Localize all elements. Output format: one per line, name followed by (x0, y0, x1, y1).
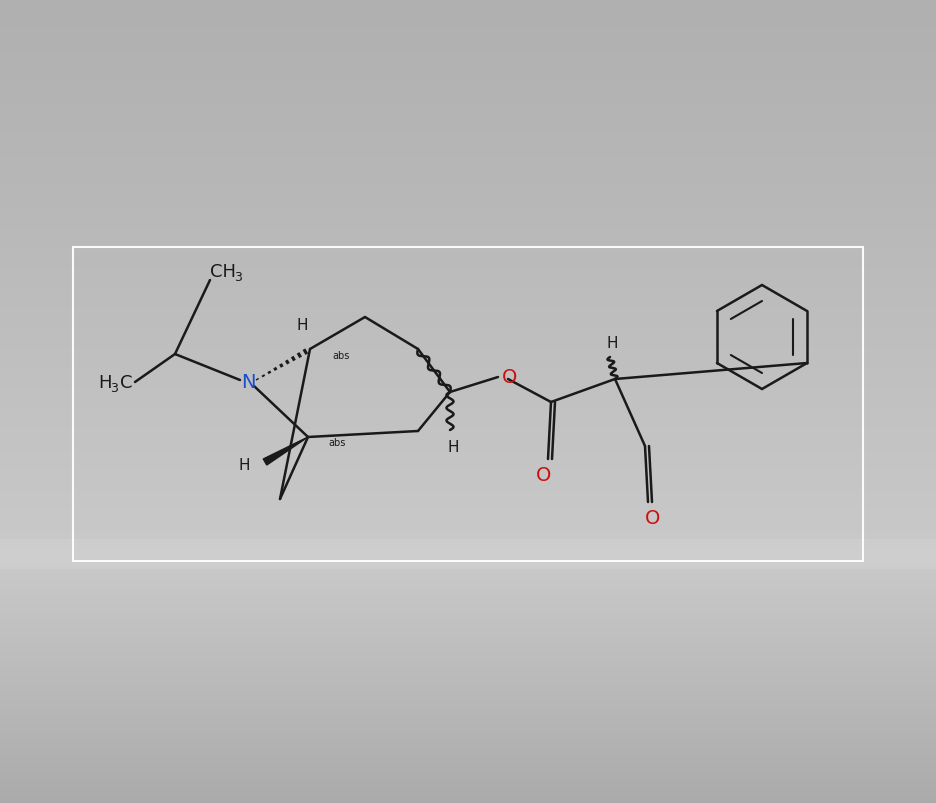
Text: O: O (503, 368, 518, 387)
Text: O: O (645, 509, 661, 528)
Text: H: H (607, 336, 618, 351)
Text: N: N (241, 373, 256, 392)
Bar (73, 247, 863, 561)
Text: H: H (297, 318, 308, 333)
Polygon shape (263, 438, 308, 466)
Text: 3: 3 (234, 271, 241, 284)
Text: O: O (536, 466, 551, 485)
Text: CH: CH (210, 263, 236, 281)
Text: abs: abs (332, 351, 349, 361)
Text: abs: abs (328, 438, 345, 447)
Text: C: C (120, 373, 133, 392)
Text: H: H (447, 440, 459, 455)
Text: H: H (239, 458, 250, 473)
Text: 3: 3 (110, 382, 118, 395)
Text: H: H (98, 373, 111, 392)
